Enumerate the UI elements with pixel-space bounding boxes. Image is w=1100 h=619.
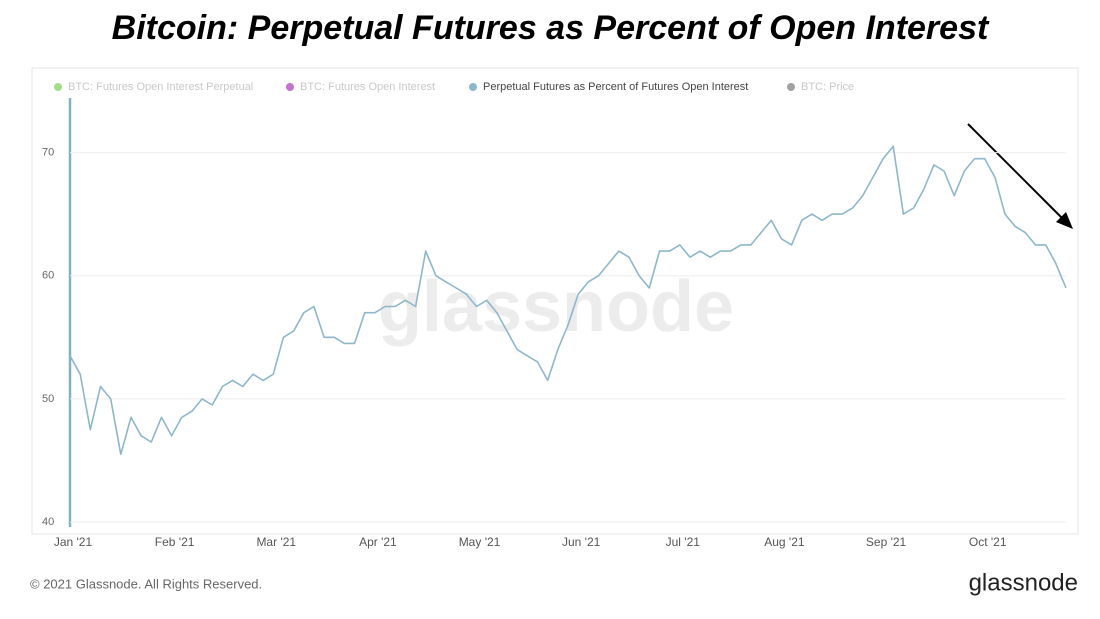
y-tick-label: 60 <box>42 270 54 282</box>
x-tick-label: Feb '21 <box>155 535 195 549</box>
x-tick-label: Apr '21 <box>359 535 397 549</box>
x-tick-label: May '21 <box>459 535 501 549</box>
x-tick-label: Oct '21 <box>969 535 1007 549</box>
legend-label: BTC: Price <box>801 81 854 93</box>
x-tick-label: Jul '21 <box>666 535 701 549</box>
watermark: glassnode <box>378 267 734 347</box>
x-tick-label: Mar '21 <box>256 535 296 549</box>
legend: BTC: Futures Open Interest Perpetual BTC:… <box>54 81 854 93</box>
x-tick-label: Jun '21 <box>562 535 601 549</box>
y-tick-label: 50 <box>42 393 54 405</box>
footer: © 2021 Glassnode. All Rights Reserved. <box>30 576 262 591</box>
legend-label: Perpetual Futures as Percent of Futures … <box>483 81 748 93</box>
legend-label: BTC: Futures Open Interest <box>300 81 435 93</box>
chart-frame <box>31 67 1079 535</box>
y-tick-label: 70 <box>42 146 54 158</box>
legend-dot <box>469 83 477 91</box>
x-tick-label: Sep '21 <box>866 535 907 549</box>
brand: glassnode <box>969 569 1078 596</box>
arrow-head <box>1056 212 1073 229</box>
legend-dot <box>787 83 795 91</box>
x-tick-label: Jan '21 <box>54 535 93 549</box>
chart-title: Bitcoin: Perpetual Futures as Percent of… <box>112 9 990 47</box>
legend-dot <box>54 83 62 91</box>
data-line <box>69 145 1067 456</box>
y-tick-label: 40 <box>42 516 54 528</box>
legend-label: BTC: Futures Open Interest Perpetual <box>68 81 253 93</box>
arrow-shaft <box>967 123 1067 223</box>
legend-dot <box>286 83 294 91</box>
x-tick-label: Aug '21 <box>764 535 805 549</box>
